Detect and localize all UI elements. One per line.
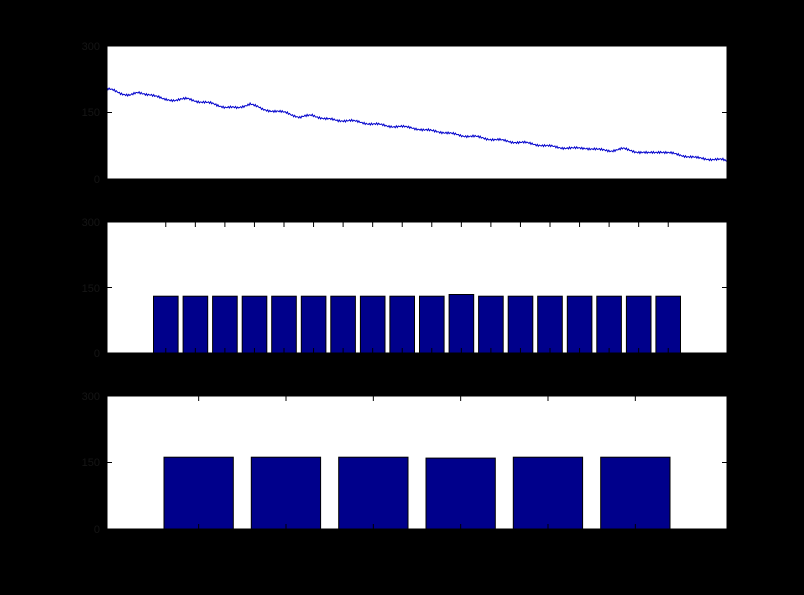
bar (600, 456, 671, 530)
bar (512, 456, 584, 530)
bar (241, 295, 268, 354)
bar (507, 295, 534, 354)
bar (448, 294, 475, 354)
bar (655, 295, 682, 354)
bottom-bar-chart-marks (106, 395, 728, 530)
line-chart-y-tick-top: 300 (82, 41, 100, 53)
axes (106, 45, 728, 180)
line-chart-panel: 300 150 0 (82, 41, 728, 186)
bar (271, 295, 297, 354)
bar (425, 457, 496, 530)
bar (537, 295, 563, 354)
bar (250, 456, 322, 530)
middle-bar-chart-y-tick-mid: 150 (82, 283, 100, 295)
bar (163, 456, 234, 530)
middle-bar-chart-y-tick-top: 300 (82, 217, 100, 229)
bar (153, 295, 179, 354)
axes (106, 395, 728, 530)
bottom-bar-chart-y-tick-top: 300 (82, 391, 100, 403)
middle-bar-chart-panel: 300 150 0 (82, 217, 728, 360)
line-chart-plot-area (107, 46, 727, 179)
bar (330, 295, 356, 354)
bottom-bar-chart-y-tick-mid: 150 (82, 457, 100, 469)
line-chart-y-tick-bottom: 0 (94, 174, 100, 186)
bar (389, 295, 415, 354)
bottom-bar-chart-panel: 300 150 0 (82, 391, 728, 536)
bar (300, 295, 327, 354)
line-chart-y-tick-mid: 150 (82, 107, 100, 119)
bar (596, 295, 622, 354)
bar (478, 295, 504, 354)
axes (106, 221, 728, 354)
line-series (106, 87, 728, 162)
middle-bar-chart-y-tick-bottom: 0 (94, 348, 100, 360)
bar (338, 456, 409, 530)
bar (359, 295, 386, 354)
bar (419, 295, 445, 354)
line-chart-marks (106, 45, 728, 180)
bar (182, 295, 209, 354)
middle-bar-chart-marks (106, 221, 728, 354)
bar (625, 295, 652, 354)
middle-bar-chart-plot-area (107, 222, 727, 353)
bar (212, 295, 238, 354)
bar (566, 295, 593, 354)
bottom-bar-chart-y-tick-bottom: 0 (94, 524, 100, 536)
